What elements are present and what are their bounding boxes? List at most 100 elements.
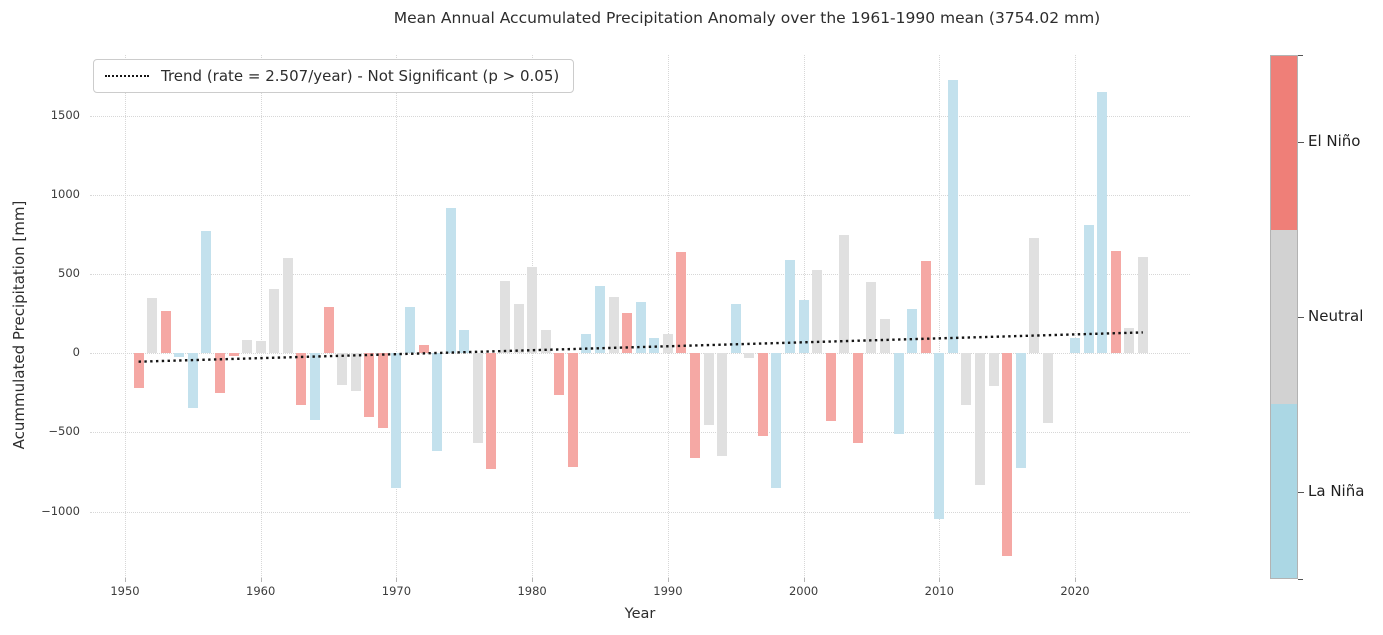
x-tick-label: 2000: [788, 584, 819, 598]
bar-2011: [947, 79, 958, 354]
colorbar-tick: [1298, 317, 1304, 318]
colorbar-tick: [1298, 491, 1304, 493]
y-tick-label: 1000: [50, 187, 80, 202]
bar-1974: [445, 207, 456, 354]
x-gridline: [939, 55, 941, 578]
chart-title: Mean Annual Accumulated Precipitation An…: [393, 9, 1101, 27]
bar-1975: [459, 330, 470, 354]
bar-1992: [690, 353, 700, 458]
bar-1959: [242, 339, 253, 354]
x-gridline: [125, 55, 126, 578]
bar-1993: [703, 353, 714, 426]
bar-1998: [771, 353, 782, 488]
x-gridline: [260, 55, 262, 578]
bar-1969: [377, 353, 388, 429]
bar-1972: [418, 344, 429, 354]
x-tick-label: 1950: [110, 584, 140, 598]
bar-2009: [920, 260, 931, 354]
enso-colorbar: [1270, 55, 1298, 579]
bar-1981: [540, 329, 551, 354]
bar-1957: [215, 353, 225, 393]
bar-2018: [1042, 353, 1053, 423]
colorbar-label-lanina: La Niña: [1308, 481, 1365, 500]
bar-1991: [676, 252, 687, 354]
trend-legend-label: Trend (rate = 2.507/year) - Not Signific…: [161, 67, 560, 85]
x-tick-label: 1990: [653, 584, 683, 598]
x-gridline: [396, 55, 398, 578]
bar-2016: [1015, 353, 1026, 468]
trend-legend: Trend (rate = 2.507/year) - Not Signific…: [93, 59, 575, 93]
y-axis-label: Acummulated Precipitation [mm]: [10, 200, 28, 450]
bar-2021: [1083, 225, 1094, 354]
x-tick-label: 2020: [1060, 584, 1090, 598]
x-tick-mark: [803, 578, 805, 582]
bar-1960: [255, 340, 266, 354]
trend-dotted-line-sample: [105, 75, 149, 77]
bar-2022: [1097, 92, 1108, 354]
bar-2000: [798, 300, 809, 354]
bar-2008: [907, 309, 918, 354]
bar-1994: [717, 353, 728, 457]
bar-2007: [893, 353, 904, 434]
x-tick-label: 1970: [381, 584, 412, 598]
x-tick-mark: [1075, 578, 1076, 582]
bar-2001: [812, 269, 823, 354]
bar-1955: [187, 353, 198, 408]
colorbar-label-elnino: El Niño: [1308, 132, 1361, 151]
bar-1986: [608, 297, 619, 354]
bar-2005: [866, 282, 877, 354]
colorbar-segment-neutral: [1271, 230, 1297, 404]
x-tick-mark: [667, 578, 669, 582]
bar-1982: [554, 353, 565, 396]
bar-2015: [1002, 353, 1013, 556]
bar-1967: [350, 353, 361, 392]
plot-area: [90, 55, 1190, 578]
x-gridline: [1075, 55, 1076, 578]
trend-line: [138, 331, 1143, 363]
bar-1954: [174, 353, 185, 358]
bar-2004: [852, 353, 863, 444]
y-gridline: [90, 195, 1190, 197]
bar-1977: [486, 353, 497, 469]
bar-1989: [649, 337, 660, 354]
colorbar-segment-elnino: [1271, 56, 1297, 230]
bar-1951: [133, 353, 144, 389]
bar-2003: [839, 234, 850, 354]
bar-2025: [1137, 256, 1148, 354]
x-tick-mark: [125, 578, 126, 582]
x-axis-label: Year: [624, 606, 656, 622]
bar-2010: [934, 353, 945, 519]
bar-1963: [296, 353, 307, 405]
y-gridline: [90, 116, 1190, 118]
bar-1987: [622, 313, 633, 354]
bar-1970: [391, 353, 402, 488]
x-tick-label: 1960: [246, 584, 276, 598]
bar-2020: [1070, 337, 1080, 354]
bar-1956: [201, 230, 212, 354]
bar-1983: [567, 353, 578, 468]
y-tick-label: 0: [72, 345, 80, 360]
bar-1971: [405, 307, 415, 354]
bar-1976: [472, 353, 483, 444]
bar-1979: [513, 303, 524, 354]
bar-1988: [635, 301, 646, 354]
bar-1953: [160, 310, 171, 354]
colorbar-end-tick: [1298, 579, 1303, 580]
bar-1995: [730, 303, 741, 354]
bar-2002: [825, 353, 836, 422]
bar-2024: [1124, 328, 1135, 354]
bar-1968: [364, 353, 375, 418]
bar-1980: [527, 267, 538, 354]
colorbar-end-tick: [1298, 55, 1303, 56]
bar-1958: [228, 353, 239, 356]
x-tick-mark: [396, 578, 398, 582]
colorbar-tick: [1298, 142, 1304, 144]
bar-1985: [595, 286, 605, 354]
bar-1999: [785, 260, 795, 354]
y-gridline: [90, 511, 1190, 513]
bar-2013: [975, 353, 985, 485]
y-tick-label: −500: [48, 424, 80, 439]
bar-1961: [269, 289, 280, 354]
y-tick-label: 1500: [50, 108, 80, 123]
